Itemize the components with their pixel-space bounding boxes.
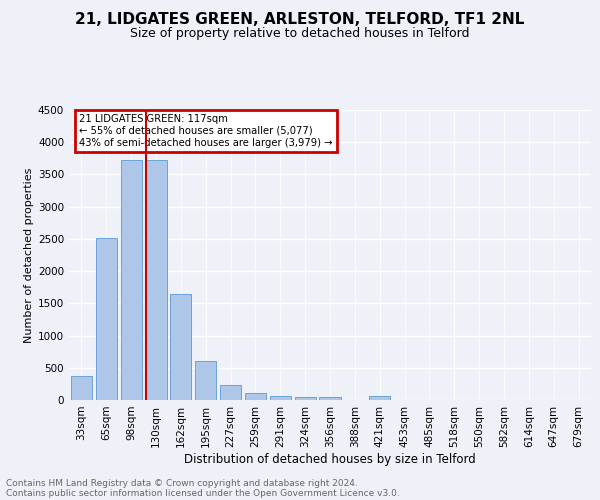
Bar	[270, 396, 291, 400]
Bar	[195, 362, 216, 400]
Bar	[170, 294, 191, 400]
Bar	[220, 384, 241, 400]
Bar	[96, 238, 117, 400]
Bar	[295, 397, 316, 400]
Bar	[121, 160, 142, 400]
Text: Contains HM Land Registry data © Crown copyright and database right 2024.: Contains HM Land Registry data © Crown c…	[6, 478, 358, 488]
Y-axis label: Number of detached properties: Number of detached properties	[24, 168, 34, 342]
Text: Size of property relative to detached houses in Telford: Size of property relative to detached ho…	[130, 28, 470, 40]
Bar	[369, 396, 390, 400]
Text: 21 LIDGATES GREEN: 117sqm
← 55% of detached houses are smaller (5,077)
43% of se: 21 LIDGATES GREEN: 117sqm ← 55% of detac…	[79, 114, 333, 148]
Bar	[145, 160, 167, 400]
Bar	[245, 393, 266, 400]
Bar	[319, 397, 341, 400]
X-axis label: Distribution of detached houses by size in Telford: Distribution of detached houses by size …	[184, 452, 476, 466]
Bar	[71, 376, 92, 400]
Text: Contains public sector information licensed under the Open Government Licence v3: Contains public sector information licen…	[6, 488, 400, 498]
Text: 21, LIDGATES GREEN, ARLESTON, TELFORD, TF1 2NL: 21, LIDGATES GREEN, ARLESTON, TELFORD, T…	[76, 12, 524, 28]
